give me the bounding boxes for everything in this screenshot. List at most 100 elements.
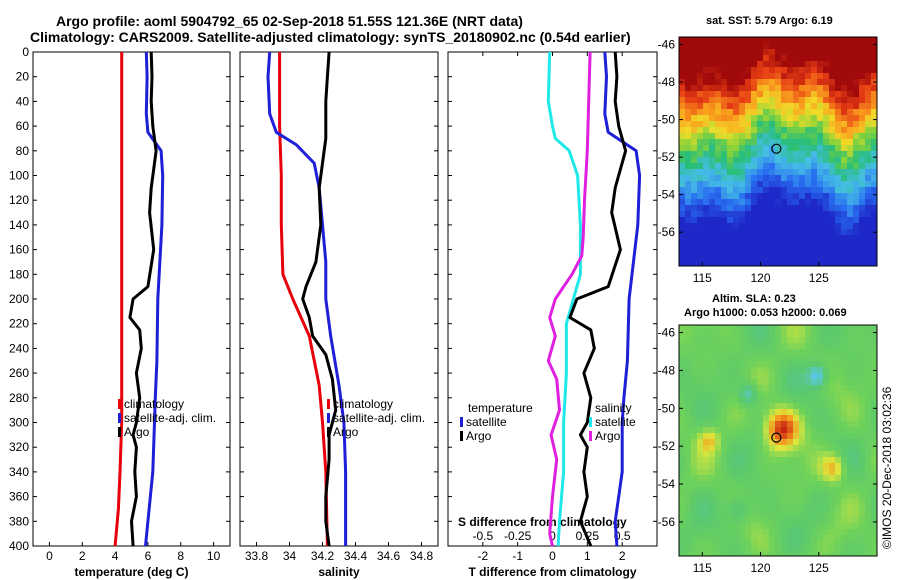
sla_map-cell bbox=[763, 379, 769, 385]
sst_map-cell bbox=[751, 139, 757, 145]
sst_map-cell bbox=[763, 97, 769, 103]
sla_map-cell bbox=[853, 457, 859, 463]
sst_map-cell bbox=[781, 55, 787, 61]
sst_map-cell bbox=[799, 61, 805, 67]
sla_map-cell bbox=[835, 553, 841, 556]
sst_map-cell bbox=[703, 85, 709, 91]
sla_map-cell bbox=[787, 373, 793, 379]
sla_map-cell bbox=[811, 541, 817, 547]
sla_map-cell bbox=[691, 535, 697, 541]
sla_map-cell bbox=[781, 493, 787, 499]
sla_map-cell bbox=[793, 361, 799, 367]
sst_map-cell bbox=[853, 229, 859, 235]
sst_map-cell bbox=[727, 229, 733, 235]
sla_map-cell bbox=[769, 505, 775, 511]
sst_map-cell bbox=[727, 37, 733, 43]
sla_map-cell bbox=[685, 337, 691, 343]
sla_map-cell bbox=[751, 385, 757, 391]
sla_map-cell bbox=[763, 409, 769, 415]
sst_map-cell bbox=[781, 43, 787, 49]
sst_map-cell bbox=[829, 235, 835, 241]
sst_map-cell bbox=[841, 115, 847, 121]
sst_map-cell bbox=[847, 187, 853, 193]
sst_map-cell bbox=[745, 229, 751, 235]
sst_map-cell bbox=[799, 97, 805, 103]
sst_map-cell bbox=[781, 181, 787, 187]
sla_map-cell bbox=[859, 547, 865, 553]
sst_map-cell bbox=[787, 199, 793, 205]
sst_map-cell bbox=[721, 61, 727, 67]
sla_map-cell bbox=[865, 409, 871, 415]
sst_map-cell bbox=[769, 235, 775, 241]
sla_map-cell bbox=[763, 517, 769, 523]
sst_map-cell bbox=[697, 199, 703, 205]
sst_map-cell bbox=[697, 211, 703, 217]
sla_map-cell bbox=[793, 409, 799, 415]
sla_map-cell bbox=[697, 367, 703, 373]
sla_map-cell bbox=[763, 499, 769, 505]
sst_map-cell bbox=[697, 49, 703, 55]
sla_map-cell bbox=[853, 529, 859, 535]
sst_map-cell bbox=[787, 157, 793, 163]
sla_map-cell bbox=[829, 535, 835, 541]
sla_map-cell bbox=[739, 445, 745, 451]
sla_map-cell bbox=[733, 505, 739, 511]
sla_map-cell bbox=[775, 505, 781, 511]
sst_map-cell bbox=[811, 85, 817, 91]
sst_map-cell bbox=[817, 187, 823, 193]
sst_map-cell bbox=[691, 103, 697, 109]
temperature-ytick-label: 220 bbox=[9, 317, 29, 331]
sla_map-cell bbox=[697, 361, 703, 367]
sst_map-cell bbox=[805, 115, 811, 121]
sla_map-cell bbox=[859, 421, 865, 427]
sla_map-cell bbox=[733, 373, 739, 379]
sst_map-cell bbox=[787, 163, 793, 169]
sst_map-cell bbox=[739, 193, 745, 199]
sst_map-cell bbox=[679, 157, 685, 163]
sst_map-cell bbox=[871, 103, 877, 109]
temperature-ytick-label: 0 bbox=[22, 45, 29, 59]
sst_map-cell bbox=[799, 175, 805, 181]
sla_map-cell bbox=[865, 511, 871, 517]
sst_map-cell bbox=[751, 37, 757, 43]
sst_map-cell bbox=[721, 259, 727, 265]
sla_map-cell bbox=[787, 523, 793, 529]
sst_map-cell bbox=[871, 67, 877, 73]
sst_map-cell bbox=[703, 49, 709, 55]
sla_map-cell bbox=[769, 439, 775, 445]
sst_map-cell bbox=[835, 163, 841, 169]
sla_map-cell bbox=[685, 445, 691, 451]
sla_map-cell bbox=[757, 499, 763, 505]
sst_map-cell bbox=[805, 79, 811, 85]
sst_map-cell bbox=[697, 103, 703, 109]
sst_map-cell bbox=[703, 253, 709, 259]
sla_map-cell bbox=[805, 487, 811, 493]
sst_map-cell bbox=[715, 79, 721, 85]
sst_map-cell bbox=[763, 223, 769, 229]
sla_map-cell bbox=[751, 325, 757, 331]
sla_map-cell bbox=[751, 451, 757, 457]
sst_map-cell bbox=[871, 163, 877, 169]
sst_map-cell bbox=[811, 37, 817, 43]
sla-title1: Altim. SLA: 0.23 bbox=[712, 293, 796, 305]
salinity-xtick-label: 34.4 bbox=[344, 549, 368, 563]
sst_map-cell bbox=[787, 235, 793, 241]
sst_map-cell bbox=[859, 43, 865, 49]
sst_map-cell bbox=[727, 133, 733, 139]
temperature-ytick-label: 160 bbox=[9, 243, 29, 257]
sst_map-cell bbox=[733, 97, 739, 103]
sst_map-cell bbox=[775, 55, 781, 61]
sst_map-cell bbox=[745, 109, 751, 115]
sst_map-cell bbox=[865, 109, 871, 115]
sla_map-cell bbox=[853, 331, 859, 337]
sla_map-cell bbox=[799, 469, 805, 475]
sla_map-cell bbox=[709, 373, 715, 379]
sla_map-cell bbox=[823, 451, 829, 457]
sla_map-cell bbox=[859, 355, 865, 361]
sst_map-cell bbox=[841, 37, 847, 43]
sla_map-cell bbox=[823, 457, 829, 463]
sla_map-cell bbox=[739, 481, 745, 487]
sla_map-cell bbox=[715, 511, 721, 517]
sst_map-cell bbox=[841, 49, 847, 55]
sst_map-cell bbox=[805, 67, 811, 73]
